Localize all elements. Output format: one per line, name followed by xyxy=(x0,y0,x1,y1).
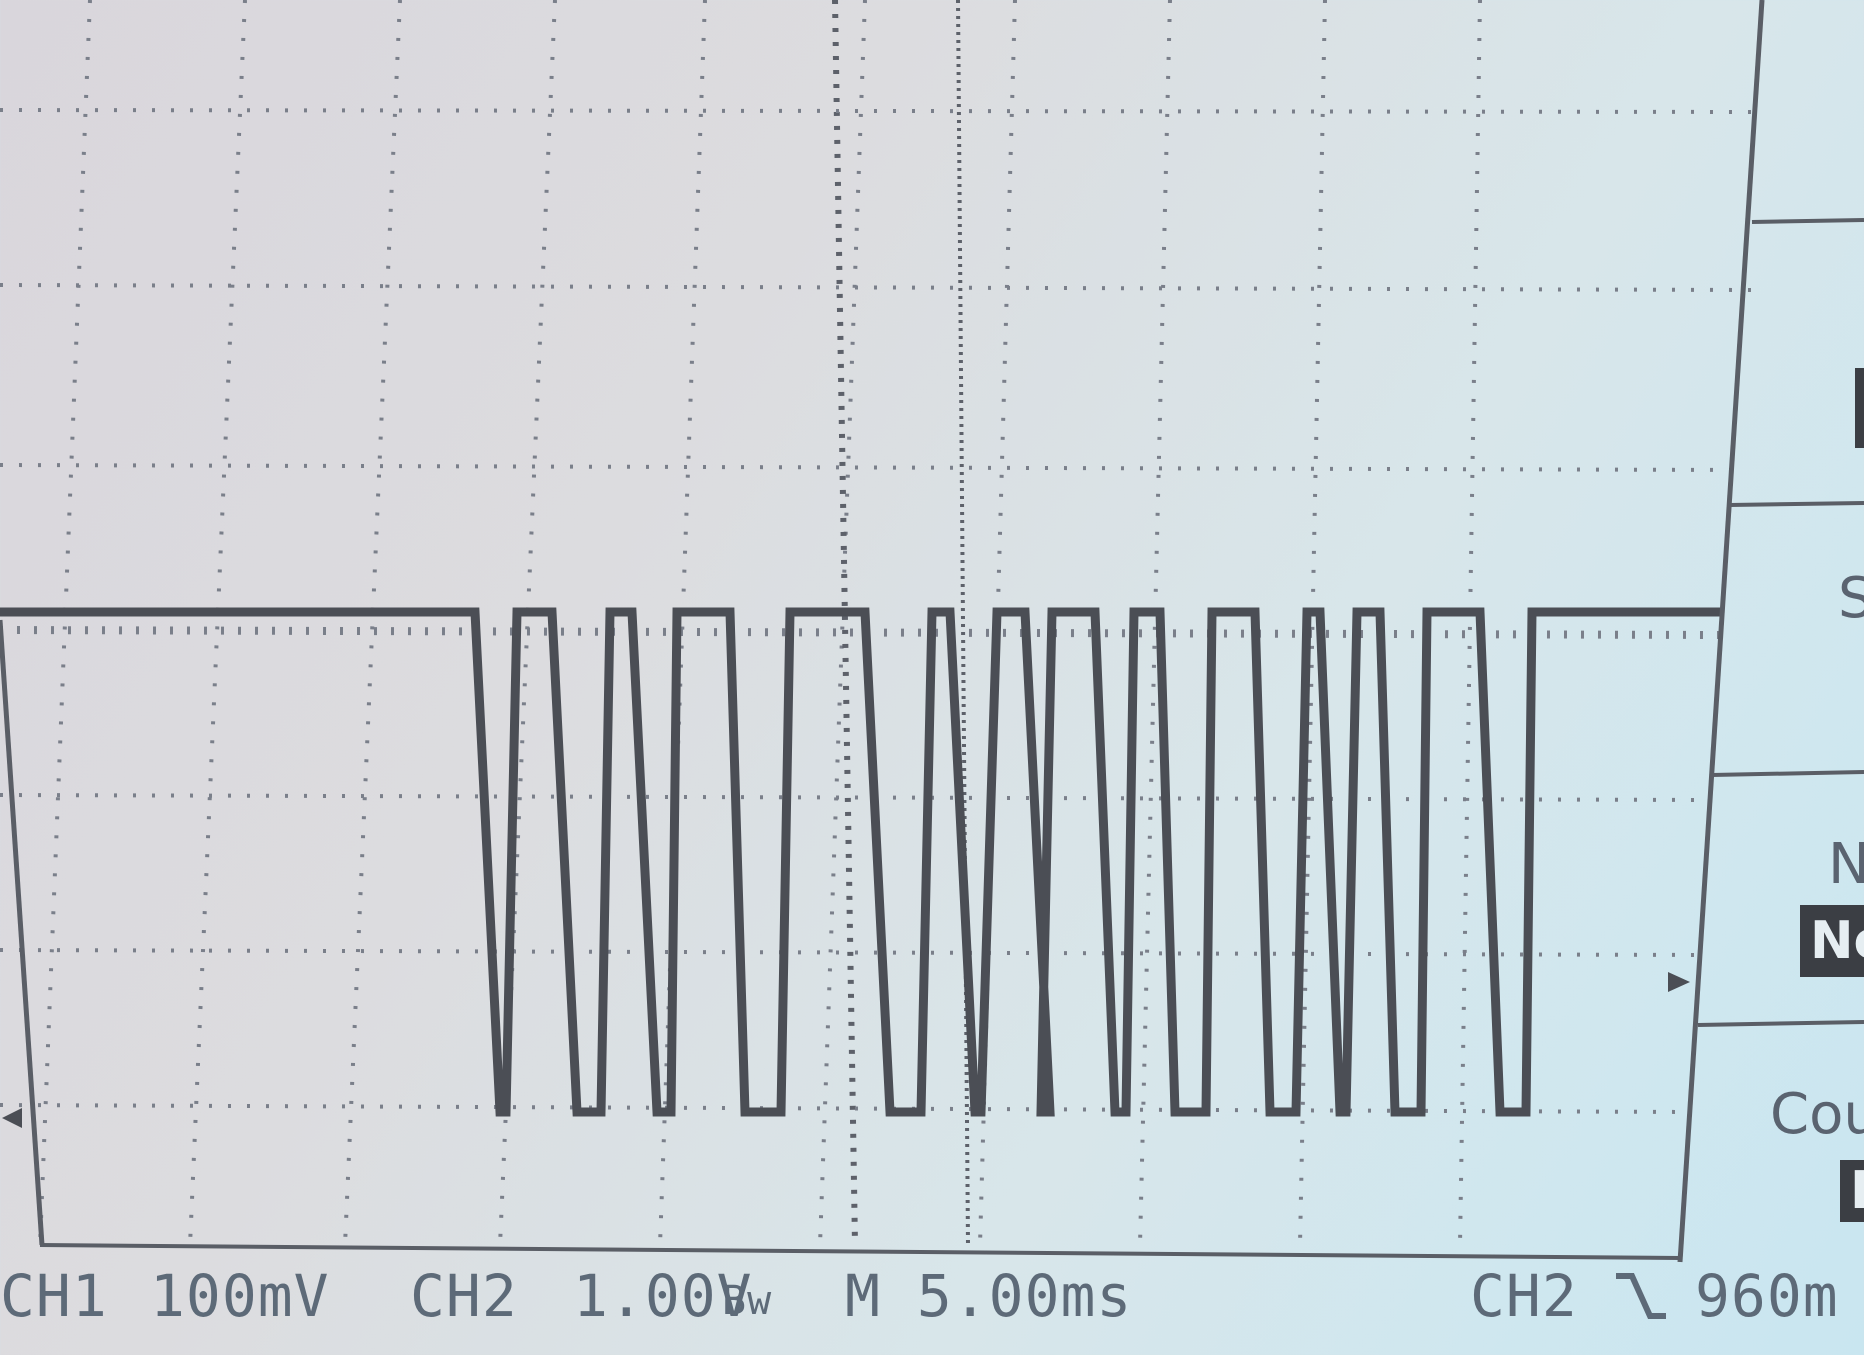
markers xyxy=(2,972,1690,1128)
trigger-level-marker-icon xyxy=(1668,972,1690,992)
grid-horizontal-line xyxy=(0,108,1761,114)
side-menu-count-label[interactable]: Cou xyxy=(1770,1082,1864,1147)
trigger-source: CH2 xyxy=(1470,1262,1578,1330)
menu-bullet-icon xyxy=(1855,368,1864,448)
ch2-label: CH2 xyxy=(410,1262,518,1330)
grid-vertical-line xyxy=(343,0,402,1246)
grid-vertical-line xyxy=(1138,0,1172,1246)
bandwidth-limit-badge: Bw xyxy=(722,1278,773,1324)
timebase-readout: M 5.00ms xyxy=(845,1262,1133,1330)
trigger-level: 960m xyxy=(1695,1262,1839,1330)
side-menu-count-value[interactable]: D xyxy=(1840,1160,1864,1222)
grid-vertical-line xyxy=(38,0,92,1246)
grid-major-vertical-ticks xyxy=(832,0,858,1246)
ch2-waveform-path xyxy=(0,607,1720,1117)
side-menu-frame xyxy=(1677,0,1864,1263)
grid-center-horizontal-axis xyxy=(0,626,1721,639)
grid-horizontal-line xyxy=(0,463,1741,472)
grid-center-vertical-axis xyxy=(956,0,970,1246)
side-menu-item-m-value[interactable]: No xyxy=(1800,905,1864,977)
side-menu-item-m-label[interactable]: N xyxy=(1828,832,1864,897)
grid-horizontal-line xyxy=(0,283,1753,292)
status-bar: CH1 100mV CH2 1.00V Bw M 5.00ms CH2 960m xyxy=(0,1252,1864,1342)
ch2-scale: 1.00V xyxy=(573,1262,753,1330)
ground-marker-icon xyxy=(2,1108,22,1128)
grid-vertical-line xyxy=(658,0,707,1246)
grid-vertical-line xyxy=(188,0,247,1246)
ch1-scale: 100mV xyxy=(150,1262,330,1330)
ch1-label: CH1 xyxy=(0,1262,108,1330)
grid-vertical-line xyxy=(818,0,867,1246)
grid-horizontal-line xyxy=(0,1103,1691,1114)
ch2-waveform-trace xyxy=(0,607,1720,1117)
falling-edge-icon xyxy=(1610,1266,1670,1340)
grid-horizontal-line xyxy=(0,793,1711,802)
side-menu-item-s[interactable]: S xyxy=(1838,566,1864,631)
graticule-bottom-border xyxy=(39,1243,1681,1260)
graticule-left-border xyxy=(0,619,45,1246)
